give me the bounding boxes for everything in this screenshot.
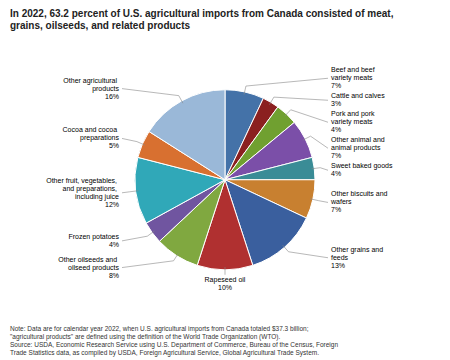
text-line: preparations — [80, 134, 119, 142]
text-line: Pork and pork — [331, 110, 377, 118]
text-line: Cattle and calves — [331, 92, 385, 99]
slice-label: Cattle and calves3% — [331, 92, 385, 107]
notes: Note: Data are for calendar year 2022, w… — [10, 325, 338, 357]
slice-category: Beef and beef variety meats — [331, 66, 377, 82]
leader-line — [122, 231, 154, 241]
slice-label: Rapeseed oil10% — [205, 276, 246, 291]
slice-label: Pork and pork variety meats4% — [331, 110, 377, 133]
text-line: variety meats — [331, 118, 373, 126]
text-line: Rapeseed oil — [205, 276, 246, 284]
data-label: 8% — [109, 272, 119, 279]
leader-line — [122, 253, 178, 267]
text-line: Other agricultural — [63, 77, 119, 85]
leader-line — [285, 110, 328, 122]
data-label: 4% — [331, 170, 341, 177]
title: In 2022, 63.2 percent of U.S. agricultur… — [10, 8, 396, 32]
leader-line — [225, 267, 226, 275]
text-line: animal products — [331, 144, 381, 152]
leader-line — [303, 136, 328, 148]
note: Trade Statistics data, as compiled by US… — [10, 349, 319, 357]
data-label: 5% — [109, 142, 119, 149]
text-line: variety meats — [331, 74, 373, 82]
pie-slice — [225, 157, 315, 179]
chart-svg: In 2022, 63.2 percent of U.S. agricultur… — [0, 0, 450, 360]
data-label: 7% — [331, 206, 341, 213]
slice-label: Other animal and animal products7% — [331, 136, 387, 159]
data-label: 7% — [331, 82, 341, 89]
text-line: In 2022, 63.2 percent of U.S. agricultur… — [10, 8, 396, 19]
text-line: Other biscuits and — [331, 190, 389, 197]
slice-category: Sweet baked goods — [331, 162, 393, 170]
text-line: feeds — [331, 254, 349, 261]
slice-category: Frozen potatoes — [68, 233, 119, 241]
data-label: 10% — [218, 284, 232, 291]
slice-label: Other fruit, vegetables, and preparation… — [46, 177, 119, 208]
slice-label: Sweet baked goods4% — [331, 162, 393, 177]
text-line: Trade Statistics data, as compiled by US… — [10, 349, 319, 357]
text-line: grains, oilseeds, and related products — [10, 20, 190, 31]
text-line: Frozen potatoes — [68, 233, 119, 241]
slice-category: Other fruit, vegetables, and preparation… — [46, 177, 119, 201]
slice-category: Rapeseed oil — [205, 276, 246, 284]
leader-line — [122, 138, 145, 145]
leader-line — [283, 245, 328, 258]
data-label: 12% — [105, 201, 119, 208]
text-line: Sweet baked goods — [331, 162, 393, 170]
data-label: 7% — [331, 152, 341, 159]
slice-category: Other oilseeds and oilseed products — [58, 256, 119, 272]
slice-label: Frozen potatoes4% — [68, 233, 119, 248]
text-line: Source: USDA, Economic Research Service … — [10, 341, 338, 349]
slice-label: Other biscuits and wafers7% — [330, 190, 389, 213]
leader-line — [269, 97, 328, 104]
slice-label: Beef and beef variety meats7% — [331, 66, 377, 89]
slice-category: Other grains and feeds — [331, 246, 385, 261]
leader-line — [122, 89, 183, 104]
note: Source: USDA, Economic Research Service … — [10, 341, 338, 349]
text-line: Other oilseeds and — [58, 256, 119, 263]
leader-line — [310, 199, 328, 203]
leader-line — [312, 168, 328, 171]
text-line: wafers — [330, 198, 352, 205]
slice-category: Cocoa and cocoa preparations — [63, 126, 120, 142]
slices — [135, 90, 315, 270]
data-label: 4% — [331, 126, 341, 133]
text-line: products — [92, 85, 119, 93]
slice-category: Cattle and calves — [331, 92, 385, 99]
slice-label: Cocoa and cocoa preparations5% — [63, 126, 120, 149]
data-label: 3% — [331, 100, 341, 107]
pie-slice — [149, 90, 225, 180]
text-line: including juice — [75, 193, 119, 201]
note: "agricultural products" are defined usin… — [10, 333, 280, 341]
slice-labels: Beef and beef variety meats7%Cattle and … — [46, 66, 393, 290]
note: Note: Data are for calendar year 2022, w… — [10, 325, 309, 333]
text-line: Other fruit, vegetables, — [46, 177, 119, 185]
data-label: 4% — [109, 241, 119, 248]
leader-line — [244, 78, 328, 94]
text-line: and preparations, — [63, 185, 119, 193]
text-line: Note: Data are for calendar year 2022, w… — [10, 325, 309, 333]
chart-container: In 2022, 63.2 percent of U.S. agricultur… — [0, 0, 450, 360]
pie — [135, 90, 315, 270]
slice-category: Other animal and animal products — [331, 136, 387, 152]
slice-category: Other agricultural products — [63, 77, 119, 93]
leader-line — [122, 191, 138, 193]
leader-lines — [122, 78, 328, 274]
text-line: "agricultural products" are defined usin… — [10, 333, 280, 341]
slice-label: Other agricultural products16% — [63, 77, 119, 100]
data-label: 13% — [331, 262, 345, 269]
slice-label: Other oilseeds and oilseed products8% — [58, 256, 119, 279]
data-label: 16% — [105, 93, 119, 100]
text-line: Other grains and — [331, 246, 385, 254]
slice-category: Pork and pork variety meats — [331, 110, 377, 126]
text-line: Cocoa and cocoa — [63, 126, 119, 133]
text-line: oilseed products — [68, 264, 119, 272]
slice-label: Other grains and feeds13% — [331, 246, 385, 269]
text-line: Other animal and — [331, 136, 387, 143]
text-line: Beef and beef — [331, 66, 377, 73]
slice-category: Other biscuits and wafers — [330, 190, 389, 205]
